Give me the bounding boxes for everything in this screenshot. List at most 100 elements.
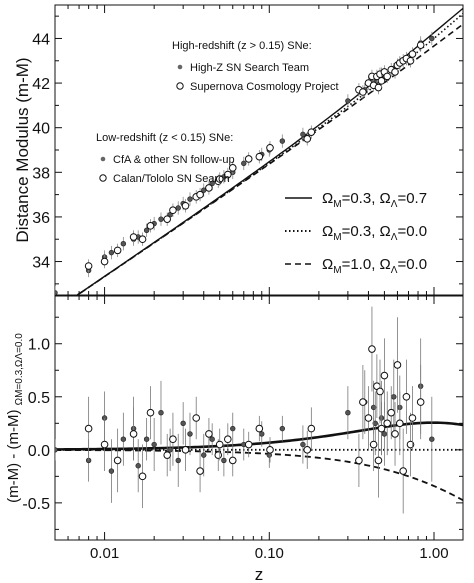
bottom-panel-frame (54, 295, 464, 541)
legend-model-solid: ΩM=0.3, ΩΛ=0.7 (322, 190, 427, 210)
data-point-open (416, 41, 425, 49)
residual-point-filled (391, 394, 397, 400)
top-y-tick-label: 36 (32, 210, 50, 227)
data-point-filled (158, 216, 164, 222)
residual-point-open (359, 398, 367, 406)
data-point-filled (241, 160, 247, 167)
residual-point-filled (372, 420, 378, 427)
data-point-open (138, 235, 147, 244)
data-point-open (205, 184, 213, 192)
residual-point-open (169, 435, 177, 444)
bottom-panel-plot-area (55, 306, 463, 514)
legend-marker-scp (176, 82, 184, 90)
data-point-filled (120, 240, 127, 247)
residual-point-open (399, 467, 407, 475)
data-point-open (255, 152, 264, 161)
data-point-filled (279, 138, 286, 144)
x-tick-label: 1.00 (419, 545, 448, 562)
residual-point-open (266, 446, 274, 454)
residual-point-filled (151, 441, 157, 448)
residual-point-filled (108, 468, 115, 474)
legend-label-scp: Supernova Cosmology Project (190, 81, 339, 93)
data-point-filled (345, 98, 351, 104)
data-point-open (374, 83, 383, 92)
data-point-filled (55, 290, 58, 295)
legend-label-high-z-team: High-Z SN Search Team (190, 62, 309, 74)
data-point-open (224, 170, 232, 179)
residual-point-open (383, 419, 392, 428)
residual-point-open (396, 419, 404, 428)
residual-point-filled (279, 425, 286, 432)
residual-point-open (192, 414, 201, 422)
residual-point-open (244, 440, 253, 449)
data-point-open (408, 50, 417, 58)
bottom-y-tick-label: 0.5 (28, 390, 50, 407)
data-point-open (359, 88, 367, 96)
residual-point-filled (201, 452, 207, 458)
residual-point-open (255, 424, 264, 433)
residual-point-open (408, 414, 417, 422)
residual-point-filled (381, 431, 388, 437)
bottom-y-tick-label: 1.0 (28, 337, 50, 354)
data-point-open (307, 128, 316, 136)
residual-point-open (307, 424, 316, 433)
residual-point-open (376, 387, 384, 396)
data-point-filled (108, 249, 115, 256)
residual-point-open (391, 430, 399, 438)
top-panel-plot-area (55, 7, 463, 295)
residual-point-open (377, 424, 386, 433)
legend-model-dotted: ΩM=0.3, ΩΛ=0.0 (322, 223, 427, 243)
residual-point-filled (143, 436, 150, 442)
residual-point-open (368, 345, 376, 353)
top-y-axis-label: Distance Modulus (m-M) (13, 57, 32, 242)
data-point-open (215, 175, 224, 183)
residual-point-filled (230, 425, 236, 432)
data-point-open (383, 72, 392, 81)
top-y-tick-label: 42 (32, 76, 50, 93)
residual-curve-dashed (55, 449, 463, 502)
bottom-y-axis-label: (m-M) - (m-M) ΩM=0.3,ΩΛ=0.0 (5, 333, 25, 503)
residual-point-open (215, 440, 224, 449)
residual-point-filled (158, 409, 164, 416)
top-y-tick-label: 44 (32, 31, 50, 48)
residual-point-filled (345, 409, 351, 416)
data-point-filled (187, 196, 193, 202)
bottom-y-tick-label: 0.0 (28, 443, 50, 460)
residual-point-open (303, 446, 312, 454)
data-point-open (100, 257, 109, 266)
residual-point-filled (180, 420, 186, 427)
residual-point-open (402, 392, 411, 401)
legend-low-z-header: Low-redshift (z < 0.15) SNe: (96, 132, 233, 144)
data-point-open (228, 164, 237, 172)
legend-marker-calan-tololo (99, 174, 107, 182)
residual-point-open (380, 371, 389, 380)
residual-point-open (100, 440, 109, 449)
residual-point-filled (55, 447, 58, 453)
legend-model-dashed: ΩM=1.0, ΩΛ=0.0 (322, 256, 427, 276)
residual-point-open (214, 451, 223, 459)
legend-marker-cfa (100, 156, 106, 162)
data-point-open (84, 262, 93, 270)
data-point-open (391, 68, 399, 76)
data-point-open (169, 206, 177, 215)
data-point-open (113, 246, 122, 255)
residual-point-open (393, 361, 402, 369)
residual-point-open (364, 414, 373, 422)
residual-point-open (196, 467, 204, 475)
residual-point-filled (429, 436, 435, 442)
bottom-y-axis-label-subscript: ΩM=0.3,ΩΛ=0.0 (14, 333, 25, 406)
data-point-filled (300, 131, 306, 138)
residual-point-filled (221, 457, 227, 464)
data-point-open (303, 135, 312, 143)
top-y-axis-ticks: 34 36 38 40 42 44 (32, 5, 463, 295)
residual-point-filled (120, 436, 127, 442)
data-point-open (244, 155, 253, 163)
data-point-open (181, 201, 190, 210)
residual-point-filled (175, 457, 181, 464)
residual-point-open (113, 456, 122, 465)
legend-marker-high-z-team (177, 64, 183, 70)
x-axis-label: z (255, 565, 264, 583)
data-point-filled (209, 180, 215, 187)
residual-point-open (369, 440, 378, 449)
